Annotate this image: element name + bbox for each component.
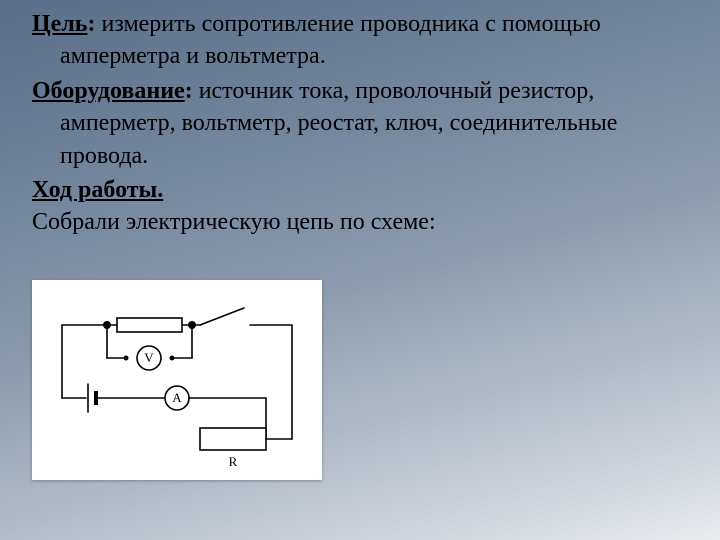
goal-colon: : <box>87 11 101 37</box>
circuit-svg: V A R <box>32 280 322 480</box>
equipment-colon: : <box>185 78 199 104</box>
svg-text:R: R <box>229 454 238 469</box>
circuit-diagram: V A R <box>32 280 322 480</box>
procedure-step: Собрали электрическую цепь по схеме: <box>32 206 700 238</box>
goal-paragraph: Цель: измерить сопротивление проводника … <box>32 8 700 73</box>
svg-text:A: A <box>172 390 182 405</box>
slide-text: Цель: измерить сопротивление проводника … <box>0 0 720 239</box>
goal-body: измерить сопротивление проводника с помо… <box>60 11 601 69</box>
svg-text:V: V <box>144 350 154 365</box>
goal-label: Цель <box>32 11 87 37</box>
equipment-label: Оборудование <box>32 78 185 104</box>
slide: Цель: измерить сопротивление проводника … <box>0 0 720 540</box>
equipment-paragraph: Оборудование: источник тока, проволочный… <box>32 75 700 172</box>
procedure-label: Ход работы. <box>32 177 163 203</box>
procedure-heading: Ход работы. <box>32 174 700 206</box>
